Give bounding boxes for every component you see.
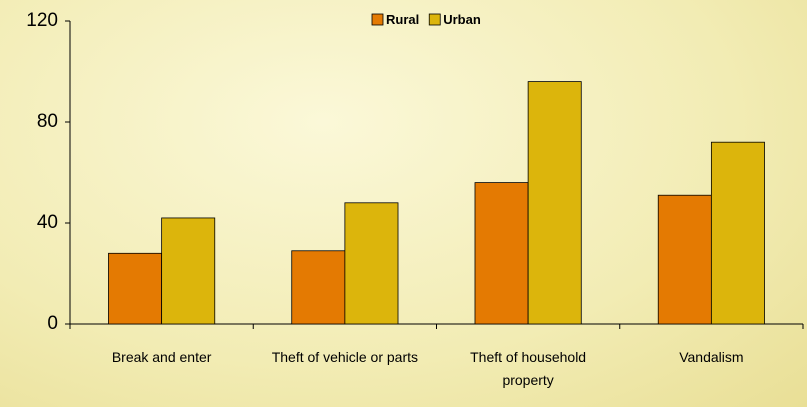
x-tick-label: Break and enter bbox=[111, 349, 212, 365]
legend-swatch bbox=[428, 13, 441, 26]
x-tick-label: Theft of household property bbox=[470, 349, 587, 388]
legend-swatch bbox=[371, 13, 384, 26]
bar bbox=[291, 250, 346, 325]
y-tick-label: 40 bbox=[37, 212, 58, 233]
y-tick-label: 120 bbox=[26, 10, 58, 31]
bar bbox=[710, 141, 765, 325]
legend-label: Rural bbox=[386, 12, 419, 27]
x-tick-label: Theft of vehicle or parts bbox=[271, 349, 419, 365]
bar bbox=[161, 217, 216, 325]
bar bbox=[344, 202, 399, 325]
bar bbox=[108, 252, 163, 325]
y-tick-label: 80 bbox=[37, 111, 58, 132]
legend-label: Urban bbox=[443, 12, 481, 27]
x-tick-label: Vandalism bbox=[679, 349, 744, 365]
bar bbox=[527, 81, 582, 325]
bar bbox=[474, 182, 529, 325]
y-tick-label: 0 bbox=[47, 313, 58, 334]
bar bbox=[657, 194, 712, 325]
